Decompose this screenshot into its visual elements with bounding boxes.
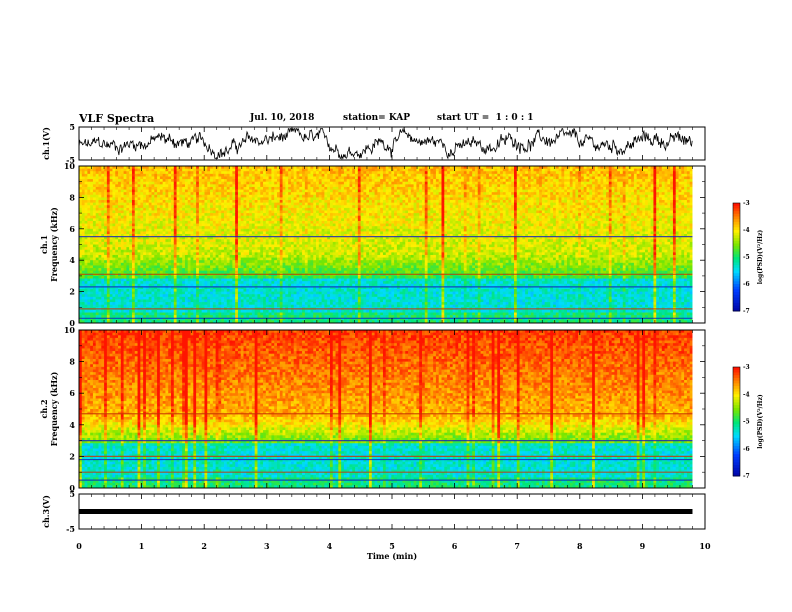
colorbar-p2 bbox=[733, 203, 740, 312]
colorbar-tick-p2: -4 bbox=[743, 227, 750, 234]
y-tick-label-p3: 8 bbox=[69, 357, 75, 367]
x-tick-label: 0 bbox=[76, 541, 82, 551]
panel-4 bbox=[79, 494, 705, 529]
y-tick-label-p4: -5 bbox=[66, 524, 75, 534]
x-tick-label: 2 bbox=[201, 541, 207, 551]
x-tick-label: 9 bbox=[640, 541, 646, 551]
colorbar-tick-p3: -6 bbox=[743, 446, 750, 453]
x-tick-label: 5 bbox=[389, 541, 395, 551]
colorbar-p3 bbox=[733, 367, 740, 477]
y-tick-label-p4: 5 bbox=[69, 489, 75, 499]
vlf-chart: 5-5ch.1(V)0246810ch.1 Frequency (kHz)-3-4… bbox=[0, 0, 792, 612]
y-axis-label-freq-p3: Frequency (kHz) bbox=[49, 371, 59, 446]
colorbar-label-p2: log(PSD)(V²/Hz) bbox=[757, 230, 764, 285]
y-axis-label-channel-p2: ch.1 bbox=[39, 235, 49, 254]
colorbar-tick-p2: -6 bbox=[743, 281, 750, 288]
y-axis-label-p1: ch.1(V) bbox=[41, 127, 51, 160]
x-tick-label: 10 bbox=[699, 541, 711, 551]
y-tick-label-p2: 10 bbox=[64, 161, 76, 171]
y-tick-label-p3: 4 bbox=[69, 420, 75, 430]
colorbar-tick-p2: -5 bbox=[743, 254, 750, 261]
y-tick-label-p2: 2 bbox=[69, 287, 75, 297]
y-tick-label-p2: 4 bbox=[69, 255, 75, 265]
x-tick-label: 8 bbox=[577, 541, 583, 551]
colorbar-tick-p3: -5 bbox=[743, 419, 750, 426]
colorbar-tick-p2: -3 bbox=[743, 200, 750, 207]
x-tick-label: 7 bbox=[514, 541, 520, 551]
x-axis-label: Time (min) bbox=[367, 551, 417, 561]
ch3-signal bbox=[79, 509, 692, 514]
panel-3 bbox=[79, 330, 705, 488]
y-axis-label-freq-p2: Frequency (kHz) bbox=[49, 207, 59, 282]
colorbar-tick-p3: -7 bbox=[743, 473, 750, 480]
y-tick-label-p1: 5 bbox=[69, 122, 75, 132]
x-tick-label: 4 bbox=[327, 541, 333, 551]
y-axis-label-p4: ch.3(V) bbox=[41, 495, 51, 528]
y-axis-label-channel-p3: ch.2 bbox=[39, 399, 49, 418]
colorbar-tick-p3: -3 bbox=[743, 364, 750, 371]
y-tick-label-p3: 10 bbox=[64, 325, 76, 335]
y-tick-label-p2: 8 bbox=[69, 192, 75, 202]
colorbar-tick-p2: -7 bbox=[743, 308, 750, 315]
y-tick-label-p3: 2 bbox=[69, 451, 75, 461]
colorbar-tick-p3: -4 bbox=[743, 391, 750, 398]
x-tick-label: 1 bbox=[139, 541, 145, 551]
y-tick-label-p2: 6 bbox=[69, 224, 75, 234]
x-tick-label: 6 bbox=[452, 541, 458, 551]
panel-2 bbox=[79, 166, 705, 323]
x-tick-label: 3 bbox=[264, 541, 270, 551]
y-tick-label-p3: 6 bbox=[69, 388, 75, 398]
ch1-waveform bbox=[79, 129, 692, 159]
colorbar-label-p3: log(PSD)(V²/Hz) bbox=[757, 394, 764, 449]
